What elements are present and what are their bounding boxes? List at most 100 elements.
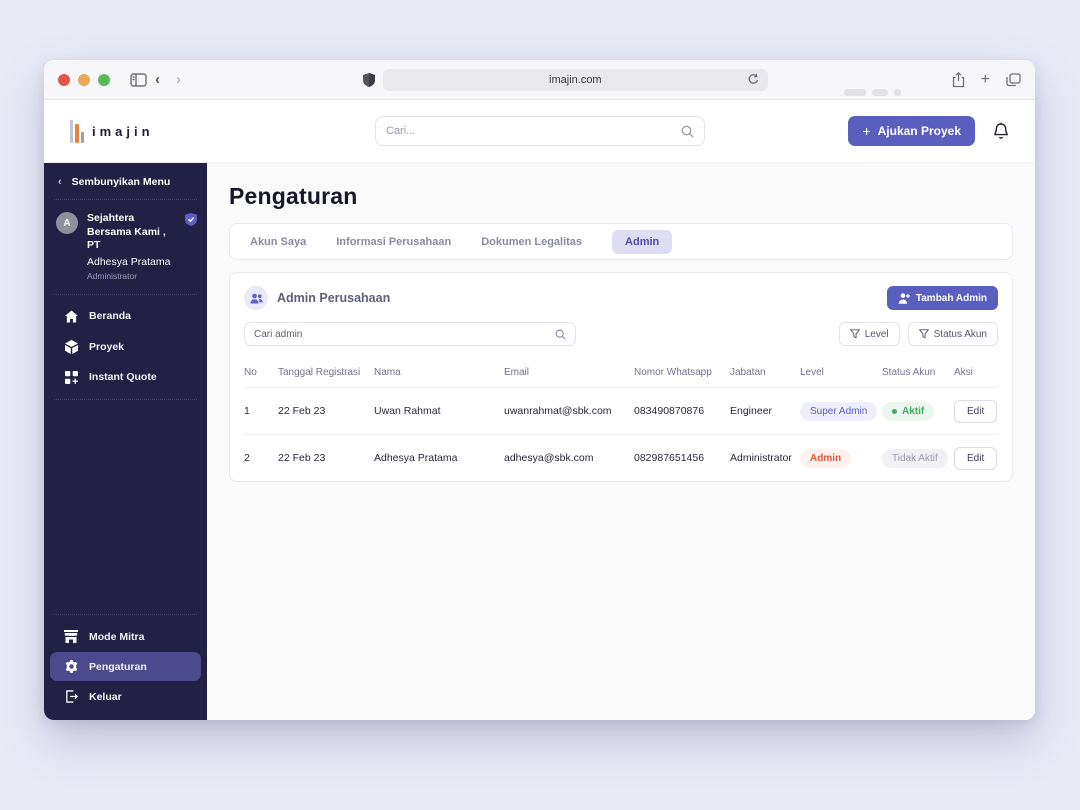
table-row: 2 22 Feb 23 Adhesya Pratama adhesya@sbk.… — [244, 434, 998, 481]
sidebar-toggle-icon[interactable] — [130, 72, 147, 87]
admin-card: Admin Perusahaan Tambah Admin — [229, 272, 1013, 482]
edit-button[interactable]: Edit — [954, 446, 998, 470]
cell-phone: 082987651456 — [634, 452, 705, 464]
admin-card-title: Admin Perusahaan — [277, 291, 391, 305]
search-icon — [681, 125, 694, 138]
user-role: Administrator — [87, 270, 138, 281]
zoom-window-button[interactable] — [98, 73, 110, 86]
status-dot — [892, 408, 897, 414]
page-title: Pengaturan — [229, 183, 358, 209]
remnant-shape — [872, 89, 888, 96]
browser-window: ‹ › imajin.com — [44, 60, 1035, 720]
status-badge: Aktif — [882, 401, 935, 421]
cell-date: 22 Feb 23 — [278, 405, 326, 417]
cell-email: adhesya@sbk.com — [504, 452, 594, 464]
sidebar-item-proyek[interactable]: Proyek — [50, 332, 201, 362]
profile-block[interactable]: A Sejahtera Bersama Kami , PT Adhesya Pr… — [44, 200, 207, 294]
table-header-row: No Tanggal Registrasi Nama Email Nomor W… — [244, 359, 998, 387]
forward-button[interactable]: › — [176, 71, 181, 88]
url-zone: imajin.com — [189, 68, 942, 91]
imajin-logo[interactable]: imajin — [70, 119, 154, 143]
storefront-icon — [64, 630, 78, 643]
collapse-menu-label: Sembunyikan Menu — [71, 176, 171, 188]
sidebar-item-mode-mitra[interactable]: Mode Mitra — [50, 622, 201, 651]
user-name: Adhesya Pratama — [87, 255, 171, 268]
cell-name: Uwan Rahmat — [374, 405, 441, 417]
home-icon — [64, 310, 78, 323]
divider — [54, 614, 197, 615]
filter-status-label: Status Akun — [933, 328, 987, 340]
admin-table: No Tanggal Registrasi Nama Email Nomor W… — [244, 359, 998, 481]
ajukan-proyek-label: Ajukan Proyek — [877, 124, 961, 138]
verified-badge-icon — [185, 213, 197, 226]
search-icon — [555, 329, 566, 340]
imajin-logo-text: imajin — [92, 123, 154, 139]
ajukan-proyek-button[interactable]: + Ajukan Proyek — [848, 116, 975, 146]
imajin-logo-icon — [70, 119, 84, 143]
window-controls — [58, 73, 110, 86]
sidebar-item-label: Pengaturan — [89, 660, 147, 673]
col-nama: Nama — [374, 367, 401, 378]
cell-no: 1 — [244, 405, 250, 417]
app-header: imajin + Ajukan Proyek — [44, 100, 1035, 163]
browser-chrome: ‹ › imajin.com — [44, 60, 1035, 100]
funnel-icon — [918, 329, 929, 339]
admin-search[interactable] — [244, 322, 576, 346]
funnel-icon — [849, 329, 860, 339]
sidebar-item-label: Mode Mitra — [89, 630, 145, 643]
address-bar-url: imajin.com — [549, 73, 602, 86]
sidebar: ‹ Sembunyikan Menu A Sejahtera Bersama K… — [44, 163, 207, 720]
company-name: Sejahtera Bersama Kami , PT — [87, 212, 166, 252]
cell-date: 22 Feb 23 — [278, 452, 326, 464]
global-search[interactable] — [375, 116, 705, 146]
gear-icon — [64, 660, 78, 673]
col-no: No — [244, 367, 257, 378]
remnant-shape — [844, 89, 866, 96]
cell-name: Adhesya Pratama — [374, 452, 458, 464]
global-search-input[interactable] — [386, 125, 681, 137]
admin-card-header: Admin Perusahaan Tambah Admin — [244, 286, 998, 310]
app-body: ‹ Sembunyikan Menu A Sejahtera Bersama K… — [44, 163, 1035, 720]
filter-status-akun-button[interactable]: Status Akun — [907, 322, 998, 346]
admin-search-input[interactable] — [254, 328, 555, 340]
close-window-button[interactable] — [58, 73, 70, 86]
tab-informasi-perusahaan[interactable]: Informasi Perusahaan — [336, 235, 452, 248]
sidebar-nav: Beranda Proyek Instant Quote — [44, 295, 207, 399]
cell-phone: 083490870876 — [634, 405, 705, 417]
minimize-window-button[interactable] — [78, 73, 90, 86]
notification-bell-icon[interactable] — [993, 122, 1009, 140]
cube-icon — [64, 339, 78, 354]
sidebar-item-keluar[interactable]: Keluar — [50, 682, 201, 711]
col-email: Email — [504, 367, 530, 378]
tab-overview-icon[interactable] — [1006, 72, 1021, 87]
logout-icon — [64, 690, 78, 703]
collapse-menu-button[interactable]: ‹ Sembunyikan Menu — [44, 163, 207, 199]
edit-button[interactable]: Edit — [954, 399, 998, 423]
sidebar-spacer — [44, 400, 207, 614]
divider — [54, 199, 197, 200]
tab-admin[interactable]: Admin — [612, 229, 673, 254]
sidebar-item-beranda[interactable]: Beranda — [50, 302, 201, 331]
address-bar[interactable]: imajin.com — [382, 68, 768, 91]
sidebar-item-pengaturan[interactable]: Pengaturan — [50, 652, 201, 681]
back-button[interactable]: ‹ — [155, 71, 160, 88]
level-badge: Super Admin — [800, 401, 878, 421]
col-jabatan: Jabatan — [730, 367, 766, 378]
sidebar-item-label: Instant Quote — [89, 371, 157, 384]
tab-akun-saya[interactable]: Akun Saya — [250, 235, 307, 248]
tab-dokumen-legalitas[interactable]: Dokumen Legalitas — [481, 235, 583, 248]
share-icon[interactable] — [952, 71, 965, 88]
level-badge: Admin — [800, 448, 852, 468]
chrome-right-actions: + — [952, 71, 1021, 89]
sidebar-item-instant-quote[interactable]: Instant Quote — [50, 363, 201, 392]
new-tab-icon[interactable]: + — [980, 70, 990, 88]
filter-level-button[interactable]: Level — [838, 322, 900, 346]
reload-icon[interactable] — [747, 73, 760, 86]
col-tanggal-registrasi: Tanggal Registrasi — [278, 367, 361, 378]
filter-level-label: Level — [864, 328, 889, 340]
divider — [54, 398, 197, 400]
admins-icon — [244, 286, 268, 310]
privacy-shield-icon[interactable] — [362, 72, 375, 87]
tambah-admin-button[interactable]: Tambah Admin — [886, 286, 998, 310]
person-plus-icon — [898, 292, 910, 304]
